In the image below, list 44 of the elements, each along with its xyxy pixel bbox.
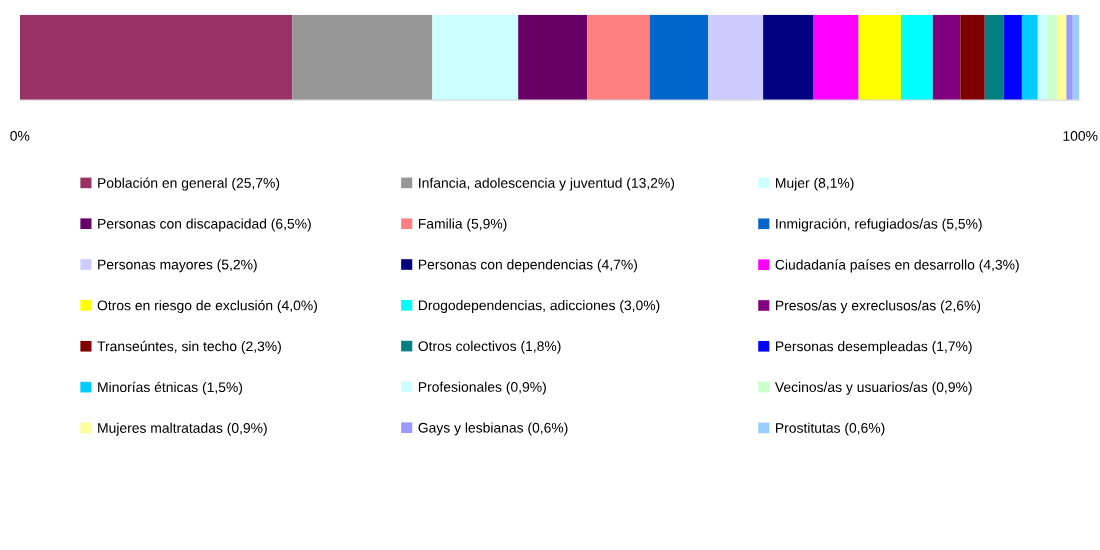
legend-label: Drogodependencias, adicciones (3,0%) [418, 300, 660, 314]
bar [19, 14, 293, 101]
bar [858, 14, 901, 101]
bar [763, 14, 813, 101]
bar [1072, 14, 1080, 101]
legend-label: Profesionales (0,9%) [418, 381, 546, 395]
bar [1003, 14, 1022, 101]
bar [1066, 14, 1073, 101]
bar [1021, 14, 1038, 101]
legend-label: Familia (5,9%) [418, 218, 507, 232]
legend-label: Ciudadanía países en desarrollo (4,3%) [775, 259, 1019, 273]
bar [708, 14, 764, 101]
legend-label: Otros colectivos (1,8%) [418, 340, 561, 354]
legend-label: Vecinos/as y usuarios/as (0,9%) [774, 381, 972, 395]
bar [812, 14, 859, 101]
legend-label: Inmigración, refugiados/as (5,5%) [776, 218, 982, 232]
legend-label: Personas con discapacidad (6,5%) [98, 218, 311, 232]
legend-label: Transeúntes, sin techo (2,3%) [97, 340, 281, 354]
x-tick-label: 0% [10, 131, 30, 141]
bar [518, 14, 588, 101]
legend-label: Mujeres maltratadas (0,9%) [98, 422, 267, 436]
bar [960, 14, 985, 101]
legend-label: Infancia, adolescencia y juventud (13,2%) [419, 177, 675, 191]
legend-label: Personas con dependencias (4,7%) [418, 259, 637, 273]
legend-label: Personas desempleadas (1,7%) [776, 341, 972, 354]
bar [932, 14, 961, 101]
bar [649, 14, 708, 101]
bar [1047, 14, 1057, 101]
bar [1037, 14, 1048, 101]
legend-label: Personas mayores (5,2%) [98, 259, 257, 273]
legend-label: Mujer (8,1%) [776, 177, 854, 191]
legend-label: Otros en riesgo de exclusión (4,0%) [97, 299, 317, 314]
legend-label: Población en general (25,7%) [98, 177, 280, 191]
bar [292, 14, 433, 101]
legend-label: Presos/as y exreclusos/as (2,6%) [776, 300, 981, 314]
bar [984, 14, 1004, 101]
legend-label: Prostitutas (0,6%) [776, 422, 885, 436]
bar [1056, 14, 1067, 101]
bar [900, 14, 933, 101]
x-tick-label: 100% [1063, 131, 1098, 141]
bar [432, 14, 519, 101]
legend-label: Minorías étnicas (1,5%) [98, 381, 243, 395]
bar [587, 14, 650, 101]
legend-label: Gays y lesbianas (0,6%) [418, 422, 568, 436]
